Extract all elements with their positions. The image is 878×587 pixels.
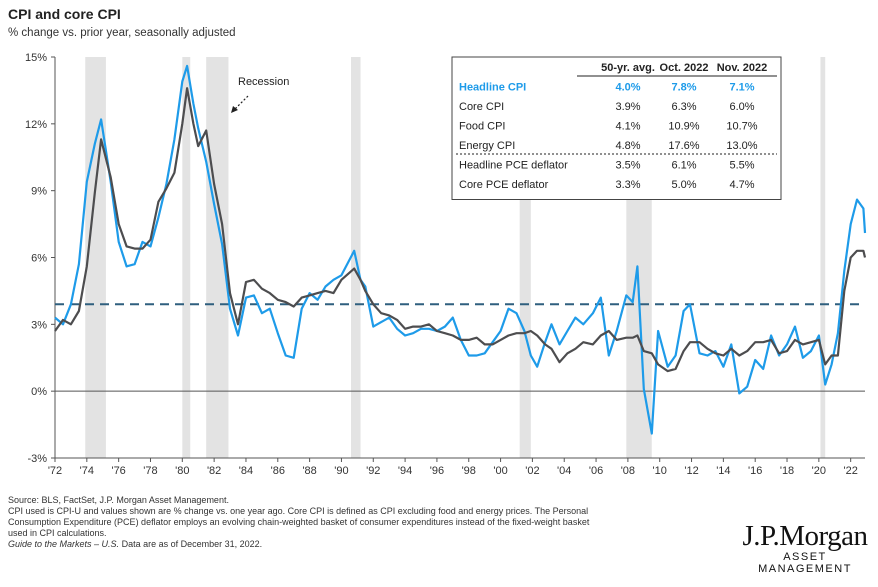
- chart-axes: [51, 56, 865, 462]
- y-tick-label: 9%: [31, 186, 47, 198]
- logo-sub: ASSET MANAGEMENT: [758, 551, 852, 575]
- x-tick-label: '98: [462, 465, 476, 477]
- table-cell: 6.1%: [671, 160, 696, 172]
- table-header: Oct. 2022: [660, 62, 709, 74]
- x-tick-label: '90: [334, 465, 348, 477]
- chart-title: CPI and core CPI: [8, 6, 121, 22]
- recession-label: Recession: [238, 76, 289, 88]
- x-tick-label: '04: [557, 465, 571, 477]
- table-cell: 4.1%: [615, 121, 640, 133]
- stats-table: 50-yr. avg. Oct. 2022 Nov. 2022 Headline CP…: [451, 56, 782, 200]
- table-row-label: Energy CPI: [459, 140, 515, 152]
- guide-name: Guide to the Markets – U.S.: [8, 539, 120, 549]
- table-cell: 5.5%: [729, 160, 754, 172]
- table-row-label: Headline CPI: [459, 82, 526, 94]
- x-tick-label: '20: [812, 465, 826, 477]
- x-tick-label: '76: [111, 465, 125, 477]
- table-header: Nov. 2022: [717, 62, 768, 74]
- footnote-pce-cont: used in CPI calculations.: [8, 528, 107, 538]
- x-tick-label: '02: [525, 465, 539, 477]
- x-tick-label: '74: [80, 465, 94, 477]
- table-cell: 3.9%: [615, 101, 640, 113]
- table-cell: 3.3%: [615, 179, 640, 191]
- table-cell: 10.7%: [726, 121, 757, 133]
- chart-subtitle: % change vs. prior year, seasonally adju…: [8, 27, 236, 39]
- footnote-source: Source: BLS, FactSet, J.P. Morgan Asset …: [8, 495, 229, 505]
- x-tick-label: '18: [780, 465, 794, 477]
- x-tick-label: '16: [748, 465, 762, 477]
- headline-cpi-line: [54, 64, 867, 435]
- x-tick-label: '12: [684, 465, 698, 477]
- x-tick-label: '14: [716, 465, 730, 477]
- table-cell: 5.0%: [671, 179, 696, 191]
- footnotes: Source: BLS, FactSet, J.P. Morgan Asset …: [8, 495, 748, 550]
- y-tick-label: 6%: [31, 253, 47, 265]
- table-row-label: Core CPI: [459, 101, 504, 113]
- table-cell: 3.5%: [615, 160, 640, 172]
- table-row-label: Food CPI: [459, 121, 505, 133]
- y-tick-label: -3%: [27, 453, 47, 465]
- x-tick-label: '86: [271, 465, 285, 477]
- recession-band: [519, 57, 531, 458]
- data-as-of: Data are as of December 31, 2022.: [119, 539, 263, 549]
- table-cell: 4.8%: [615, 140, 640, 152]
- y-tick-label: 3%: [31, 319, 47, 331]
- footnote-pce: Consumption Expenditure (PCE) deflator e…: [8, 517, 590, 527]
- recession-arrow-icon: [231, 106, 238, 113]
- table-cell: 6.3%: [671, 101, 696, 113]
- x-tick-label: '22: [844, 465, 858, 477]
- tick-labels: -3% 0% 3% 6% 9% 12% 15% '72 '74 '76 '78 '80 '82 '84 '8…: [25, 52, 858, 477]
- cpi-chart: -3% 0% 3% 6% 9% 12% 15% '72 '74 '76 '78 '80 '82 '84 '8…: [25, 52, 867, 477]
- x-tick-label: '80: [175, 465, 189, 477]
- table-cell: 7.1%: [729, 82, 754, 94]
- table-cell: 6.0%: [729, 101, 754, 113]
- recession-annotation: Recession: [231, 76, 289, 113]
- table-header: 50-yr. avg.: [601, 62, 655, 74]
- x-tick-label: '92: [366, 465, 380, 477]
- x-tick-label: '72: [48, 465, 62, 477]
- x-tick-label: '88: [302, 465, 316, 477]
- table-cell: 4.7%: [729, 179, 754, 191]
- x-tick-label: '84: [239, 465, 253, 477]
- table-row-label: Core PCE deflator: [459, 179, 549, 191]
- y-tick-label: 0%: [31, 386, 47, 398]
- x-tick-label: '10: [653, 465, 667, 477]
- x-tick-label: '78: [143, 465, 157, 477]
- x-tick-label: '96: [430, 465, 444, 477]
- table-cell: 4.0%: [615, 82, 640, 94]
- y-tick-label: 15%: [25, 52, 47, 64]
- recession-band: [85, 57, 106, 458]
- recession-band: [182, 57, 191, 458]
- table-frame: [451, 56, 782, 200]
- x-tick-label: '82: [207, 465, 221, 477]
- y-tick-label: 12%: [25, 119, 47, 131]
- x-tick-label: '06: [589, 465, 603, 477]
- x-tick-label: '94: [398, 465, 412, 477]
- x-tick-label: '08: [621, 465, 635, 477]
- table-cell: 10.9%: [668, 121, 699, 133]
- x-tick-label: '00: [493, 465, 507, 477]
- jpmorgan-logo: J.P.Morgan ASSET MANAGEMENT: [735, 520, 875, 575]
- footnote-cpi: CPI used is CPI-U and values shown are %…: [8, 506, 589, 516]
- table-cell: 13.0%: [726, 140, 757, 152]
- logo-name: J.P.Morgan: [742, 520, 869, 552]
- series-lines: [54, 64, 867, 435]
- core-cpi-line: [54, 87, 867, 373]
- table-row-label: Headline PCE deflator: [459, 160, 568, 172]
- table-cell: 17.6%: [668, 140, 699, 152]
- footnote-date: Guide to the Markets – U.S. Data are as …: [8, 539, 748, 550]
- table-cell: 7.8%: [671, 82, 696, 94]
- recession-band: [820, 57, 826, 458]
- recession-band: [206, 57, 229, 458]
